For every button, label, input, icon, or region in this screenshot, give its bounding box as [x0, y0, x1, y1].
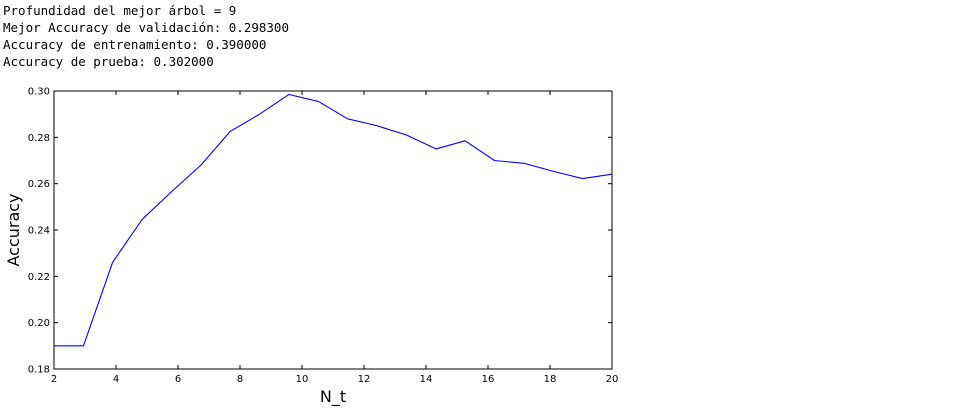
- x-tick-label: 6: [175, 374, 181, 385]
- x-tick-label: 8: [237, 374, 243, 385]
- x-tick-label: 18: [544, 374, 557, 385]
- x-tick-label: 12: [358, 374, 371, 385]
- x-tick-label: 10: [296, 374, 309, 385]
- y-tick-label: 0.26: [28, 179, 50, 190]
- x-tick-label: 2: [51, 374, 57, 385]
- x-axis-label: N_t: [320, 387, 346, 407]
- output-line-validation-accuracy: Mejor Accuracy de validación: 0.298300: [3, 20, 289, 35]
- x-tick-label: 14: [420, 374, 433, 385]
- output-line-training-accuracy: Accuracy de entrenamiento: 0.390000: [3, 37, 267, 52]
- y-tick-label: 0.20: [28, 318, 50, 329]
- y-tick-label: 0.22: [28, 272, 50, 283]
- output-line-test-accuracy: Accuracy de prueba: 0.302000: [3, 54, 214, 69]
- y-axis-label: Accuracy: [4, 193, 23, 266]
- x-tick-label: 4: [113, 374, 119, 385]
- x-tick-label: 20: [606, 374, 619, 385]
- y-tick-label: 0.18: [28, 365, 50, 376]
- accuracy-series-line: [54, 93, 613, 347]
- plot-area-frame: [53, 90, 613, 370]
- y-tick-label: 0.30: [28, 87, 50, 98]
- output-line-best-depth: Profundidad del mejor árbol = 9: [3, 3, 237, 18]
- y-tick-label: 0.28: [28, 133, 50, 144]
- cell-output: Profundidad del mejor árbol = 9 Mejor Ac…: [3, 2, 289, 70]
- x-tick-label: 16: [482, 374, 495, 385]
- y-tick-label: 0.24: [28, 226, 50, 237]
